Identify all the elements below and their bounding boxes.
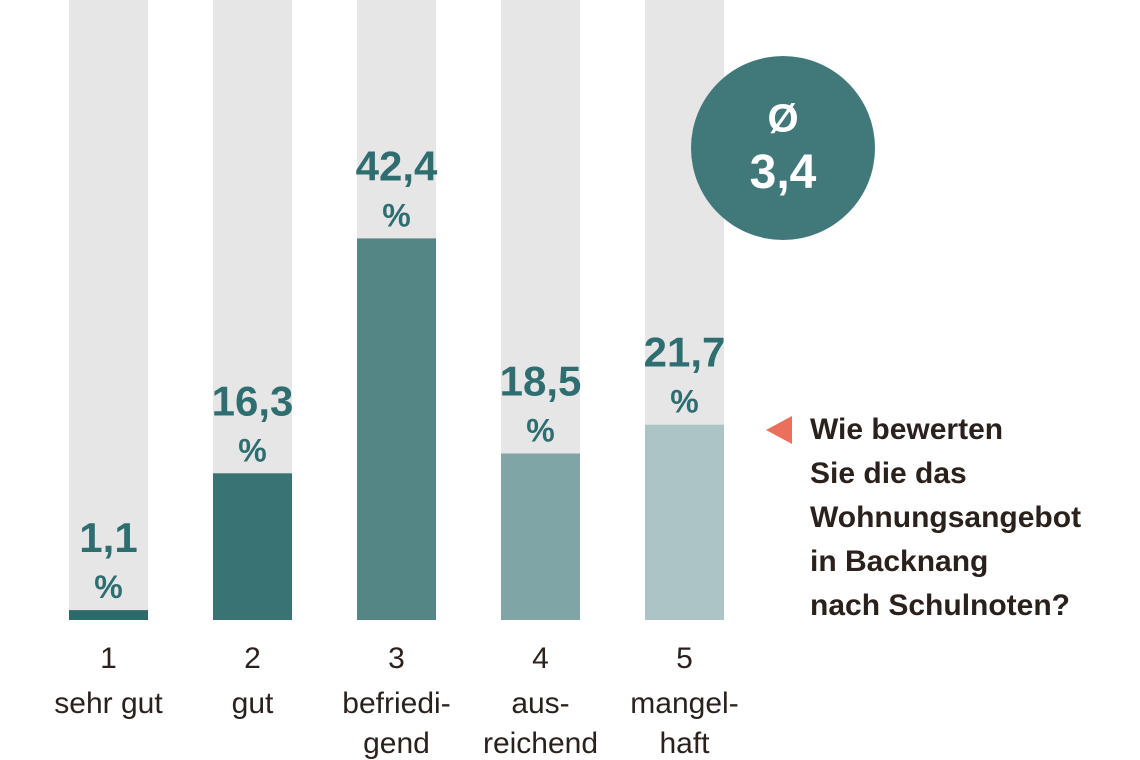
bar xyxy=(213,473,292,620)
value-label: 21,7 xyxy=(644,329,726,376)
pointer-triangle-icon xyxy=(766,416,792,444)
average-symbol: Ø xyxy=(767,97,798,141)
category-grade: 5 xyxy=(676,642,693,675)
category-labels: 1 sehr gut 2 gut 3 befriedi-gend 4 aus-reichend… xyxy=(54,642,738,760)
value-label: 16,3 xyxy=(212,377,294,424)
unit-label: % xyxy=(382,197,410,233)
bar xyxy=(69,610,148,620)
category-label: mangel- xyxy=(630,687,738,720)
unit-label: % xyxy=(238,432,266,468)
unit-label: % xyxy=(670,384,698,420)
category-label: sehr gut xyxy=(54,687,163,720)
average-value: 3,4 xyxy=(750,146,817,199)
category-label: haft xyxy=(659,727,710,760)
value-label: 42,4 xyxy=(356,142,438,189)
bar-track xyxy=(69,0,148,620)
bar xyxy=(501,453,580,620)
category-grade: 1 xyxy=(100,642,117,675)
question-text: Wie bewerten Sie die das Wohnungsangebot… xyxy=(810,413,1082,622)
category-label: aus- xyxy=(511,687,569,720)
bars xyxy=(69,238,724,620)
category-label: reichend xyxy=(483,727,598,760)
category-label: gut xyxy=(232,687,274,720)
average-circle xyxy=(691,56,875,240)
category-label: gend xyxy=(363,727,430,760)
category-grade: 3 xyxy=(388,642,405,675)
unit-label: % xyxy=(94,569,122,605)
category-grade: 2 xyxy=(244,642,261,675)
value-label: 1,1 xyxy=(79,514,137,561)
average-badge: Ø 3,4 xyxy=(691,56,875,240)
bar xyxy=(645,424,724,620)
category-grade: 4 xyxy=(532,642,549,675)
bar xyxy=(357,238,436,620)
unit-label: % xyxy=(526,413,554,449)
value-labels: 1,1% 16,3% 42,4% 18,5% 21,7% xyxy=(79,142,725,605)
category-label: befriedi- xyxy=(342,687,450,720)
value-label: 18,5 xyxy=(500,358,582,405)
